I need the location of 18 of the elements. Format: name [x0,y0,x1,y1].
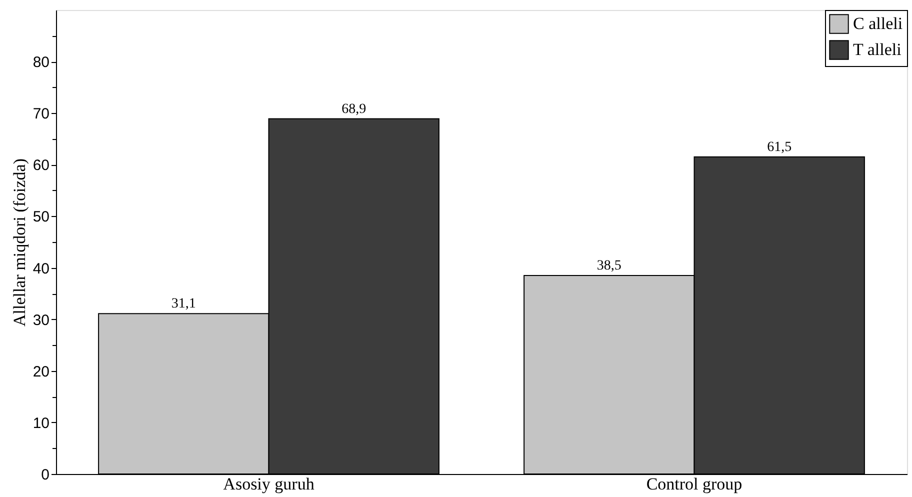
legend-label: T alleli [853,40,902,59]
legend-label: C alleli [853,14,903,33]
y-tick-label: 20 [32,363,50,380]
x-tick-label: Asosiy guruh [223,474,315,494]
y-tick-label: 60 [32,157,50,174]
y-tick-label: 40 [32,260,50,278]
data-label: 38,5 [596,258,622,274]
data-label: 61,5 [767,140,792,155]
y-tick-label: 80 [32,54,50,72]
y-tick-label: 30 [32,312,50,329]
y-tick-label: 50 [32,208,50,226]
y-axis-title: Allellar miqdori (foizda) [10,158,29,327]
y-tick-label: 70 [32,106,50,123]
data-label: 68,9 [342,102,366,117]
y-tick-label: 0 [41,466,50,484]
x-tick-label: Control group [646,474,742,494]
data-label: 31,1 [171,296,196,312]
y-tick-label: 10 [32,414,50,432]
